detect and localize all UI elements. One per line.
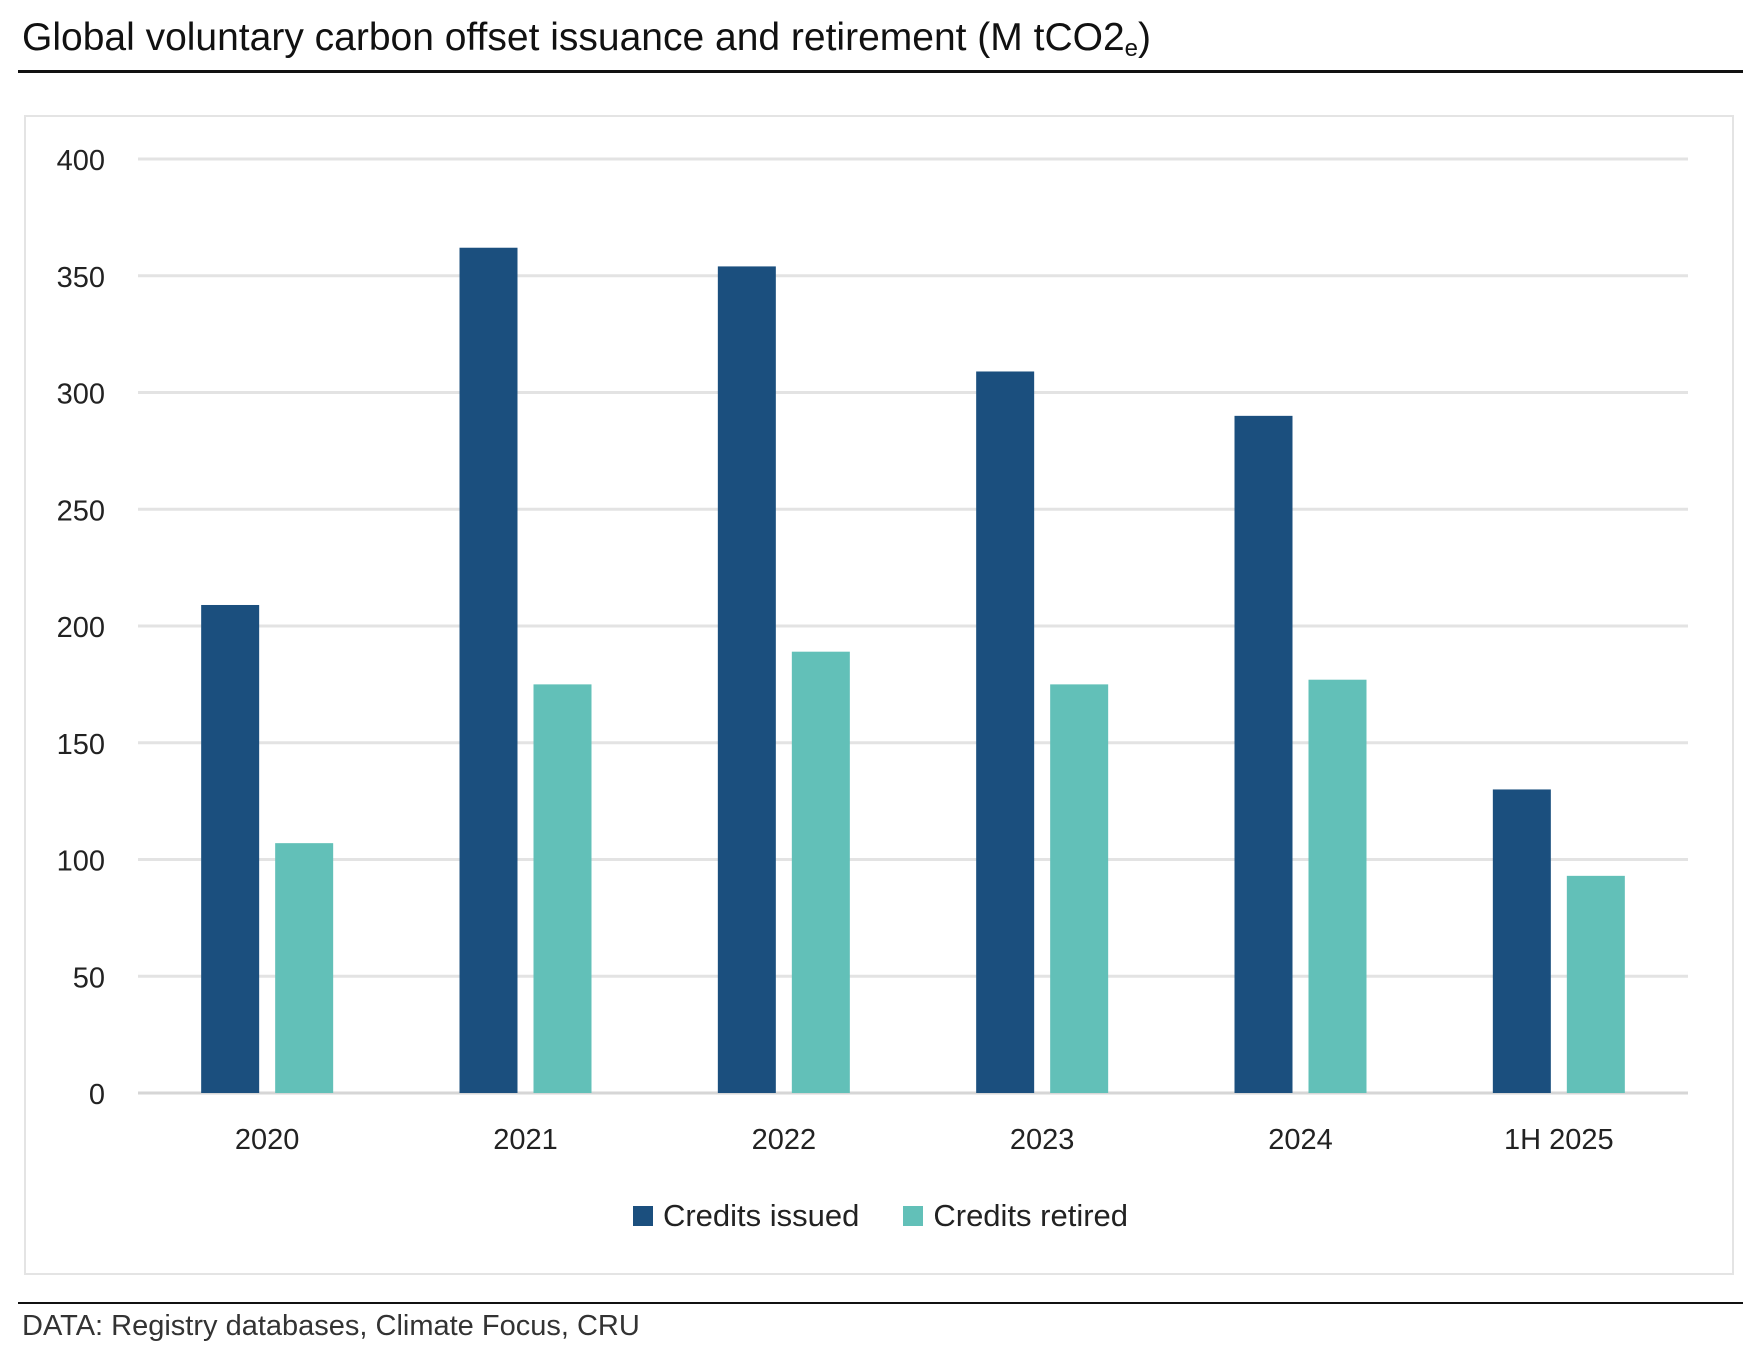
y-tick-label: 200	[57, 612, 105, 644]
bar-retired	[1050, 684, 1109, 1093]
legend: Credits issued Credits retired	[0, 1198, 1761, 1234]
chart-title: Global voluntary carbon offset issuance …	[22, 16, 1152, 62]
legend-item-issued: Credits issued	[632, 1198, 860, 1234]
bar-retired	[533, 684, 592, 1093]
x-tick-label: 2021	[493, 1124, 558, 1156]
bar-issued	[1234, 415, 1293, 1094]
legend-label-retired: Credits retired	[933, 1198, 1129, 1233]
bar-retired	[1566, 875, 1625, 1093]
bar-retired	[275, 843, 334, 1093]
x-tick-label: 2024	[1268, 1124, 1333, 1156]
gridlines	[138, 157, 1688, 1095]
bar-issued	[717, 266, 776, 1093]
title-rule	[18, 70, 1743, 73]
bar-issued	[976, 371, 1035, 1093]
y-axis-ticks: 0 50 100 150 200 250 300 350 400	[57, 145, 105, 1111]
y-tick-label: 250	[57, 495, 105, 527]
legend-swatch-issued	[632, 1206, 653, 1226]
y-tick-label: 0	[89, 1079, 105, 1111]
footer-rule	[18, 1302, 1743, 1304]
x-tick-label: 2023	[1010, 1124, 1075, 1156]
y-tick-label: 400	[57, 145, 105, 177]
legend-label-issued: Credits issued	[662, 1198, 860, 1233]
legend-item-retired: Credits retired	[903, 1198, 1128, 1234]
chart-frame	[24, 115, 1734, 1275]
bars	[201, 247, 1625, 1094]
y-tick-label: 300	[57, 379, 105, 411]
x-tick-label: 2020	[235, 1124, 300, 1156]
bar-issued	[459, 247, 518, 1094]
y-tick-label: 150	[57, 729, 105, 761]
y-tick-label: 350	[57, 262, 105, 294]
bar-issued	[201, 604, 260, 1093]
y-tick-label: 100	[57, 846, 105, 878]
x-tick-label: 2022	[752, 1124, 817, 1156]
bar-retired	[791, 651, 850, 1093]
legend-swatch-retired	[903, 1206, 924, 1226]
bar-retired	[1308, 679, 1367, 1093]
x-axis-ticks: 2020 2021 2022 2023 2024 1H 2025	[235, 1124, 1614, 1156]
x-tick-label: 1H 2025	[1504, 1124, 1614, 1156]
source-note: DATA: Registry databases, Climate Focus,…	[22, 1310, 640, 1342]
bar-issued	[1492, 789, 1551, 1093]
y-tick-label: 50	[73, 962, 105, 994]
